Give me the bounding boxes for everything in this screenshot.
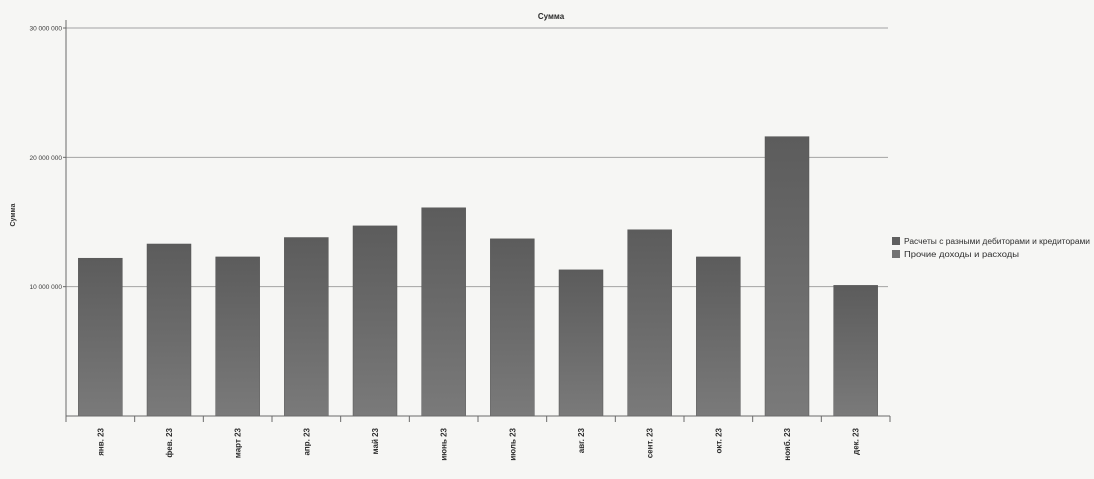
y-axis-label: Сумма bbox=[10, 203, 17, 226]
bar-12 bbox=[833, 285, 878, 417]
bar-10 bbox=[696, 256, 741, 417]
x-tick-label: сент. 23 bbox=[646, 427, 655, 458]
bar-7 bbox=[490, 238, 535, 417]
x-tick-label: июль 23 bbox=[508, 427, 517, 460]
x-tick-label: март 23 bbox=[234, 427, 243, 458]
y-tick-label: 30 000 000 bbox=[29, 26, 62, 33]
x-tick-label: нояб. 23 bbox=[783, 427, 792, 460]
x-tick-label: авг. 23 bbox=[577, 427, 586, 453]
x-tick-label: дек. 23 bbox=[852, 427, 861, 454]
legend-label: Расчеты с разными дебиторами и кредитора… bbox=[904, 237, 1090, 246]
legend-label: Прочие доходы и расходы bbox=[904, 250, 1019, 259]
bar-3 bbox=[215, 256, 260, 417]
bar-series bbox=[78, 136, 878, 417]
x-axis-ticks: янв. 23 фев. 23 март 23 апр. 23 май 23 июнь 2… bbox=[65, 416, 891, 461]
x-tick-label: апр. 23 bbox=[302, 427, 311, 455]
legend-swatch bbox=[892, 250, 900, 258]
chart-title: Сумма bbox=[538, 12, 565, 21]
x-tick-label: янв. 23 bbox=[96, 427, 105, 455]
legend-swatch bbox=[892, 237, 900, 245]
bar-11 bbox=[764, 136, 810, 417]
bar-1 bbox=[78, 257, 123, 417]
bar-6 bbox=[421, 207, 466, 417]
y-tick-label: 10 000 000 bbox=[29, 284, 62, 291]
x-tick-label: май 23 bbox=[371, 427, 380, 454]
gridlines: 10 000 000 20 000 000 30 000 000 bbox=[29, 26, 888, 291]
bar-4 bbox=[284, 237, 329, 417]
bar-5 bbox=[352, 225, 398, 417]
bar-8 bbox=[558, 269, 604, 417]
legend: Расчеты с разными дебиторами и кредитора… bbox=[892, 237, 1090, 259]
bar-2 bbox=[146, 243, 192, 417]
x-tick-label: фев. 23 bbox=[165, 427, 174, 457]
x-tick-label: июнь 23 bbox=[440, 427, 449, 460]
x-tick-label: окт. 23 bbox=[714, 427, 723, 453]
y-tick-label: 20 000 000 bbox=[29, 155, 62, 162]
bar-9 bbox=[627, 229, 672, 417]
